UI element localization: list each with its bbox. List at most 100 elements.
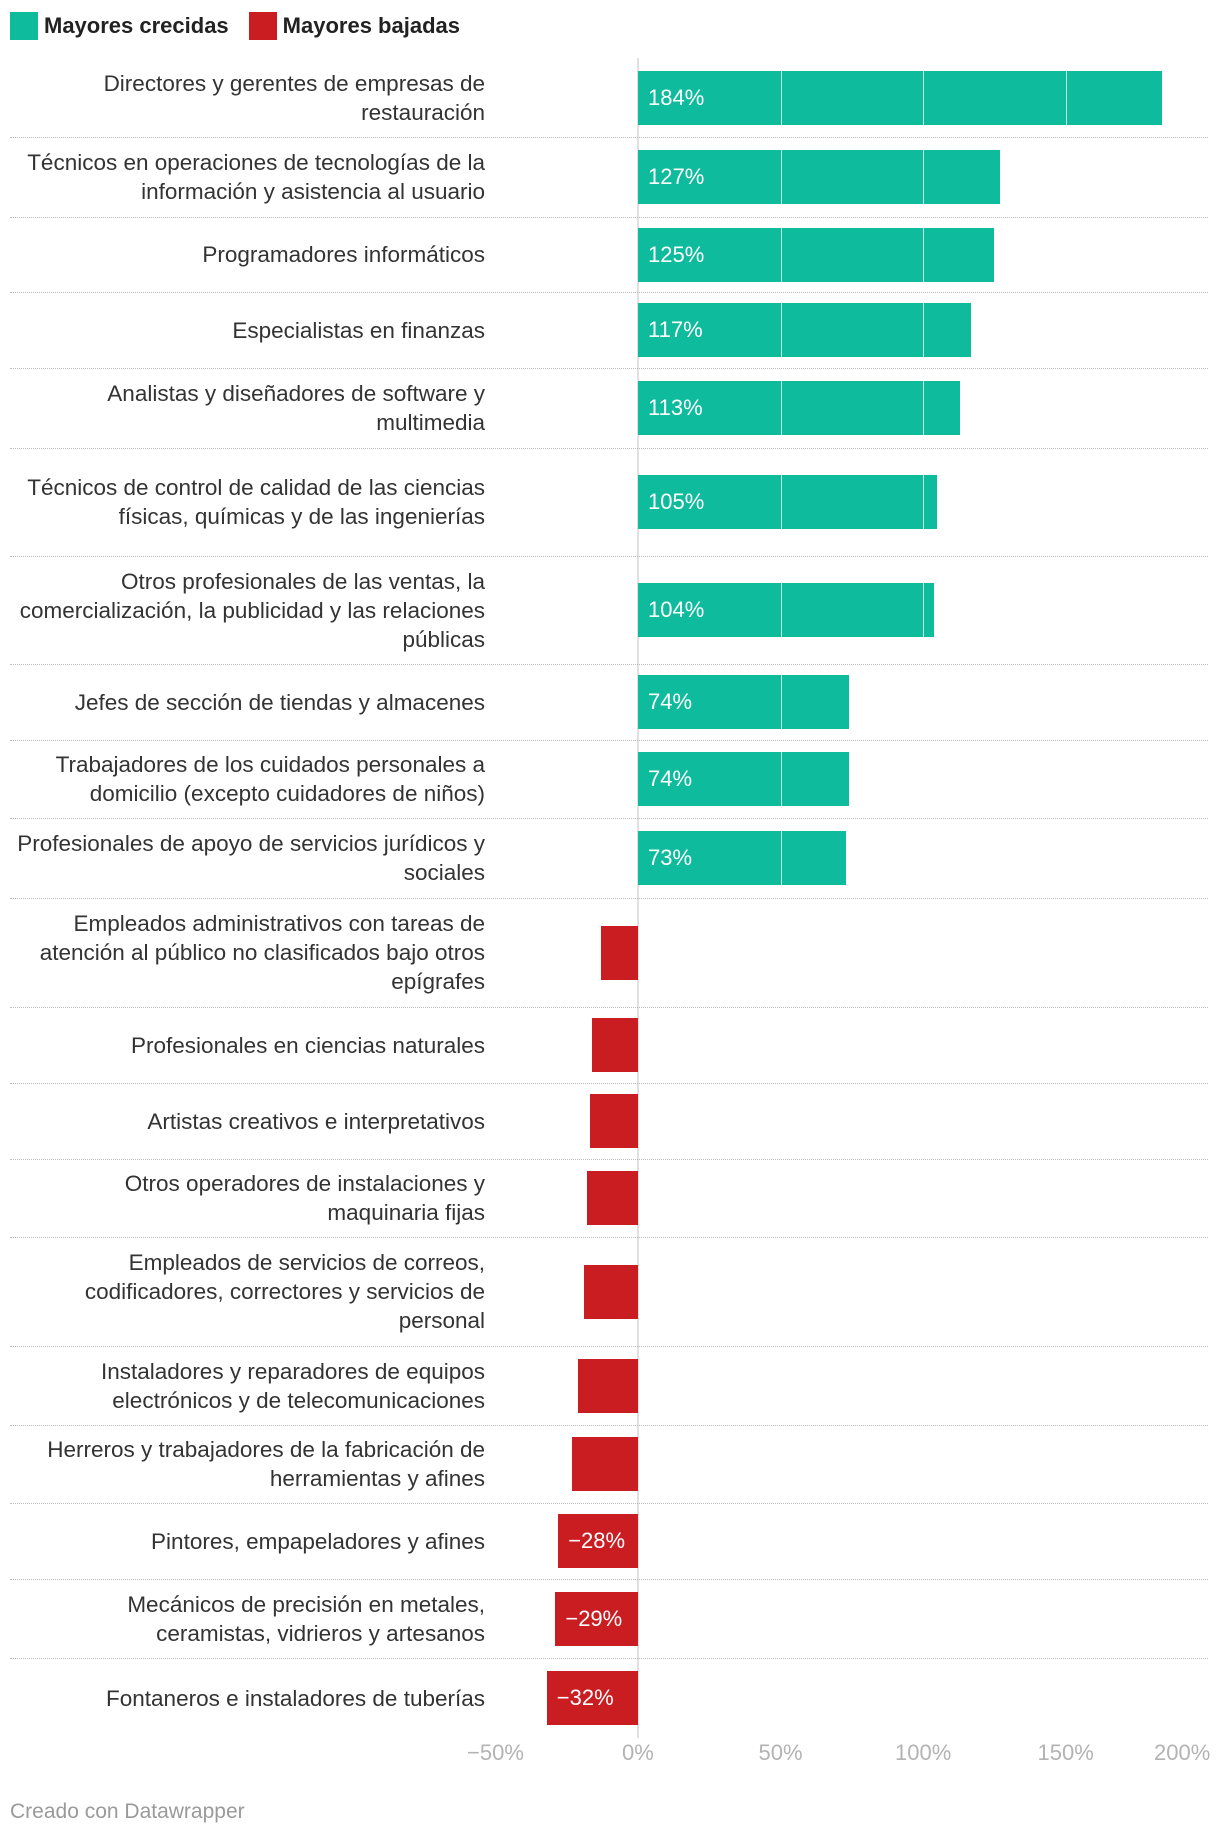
bar-value-label: 104% bbox=[648, 597, 705, 622]
row-label: Otros profesionales de las ventas, la co… bbox=[19, 568, 485, 652]
row-label: Herreros y trabajadores de la fabricació… bbox=[47, 1437, 485, 1491]
row-separator bbox=[10, 898, 1208, 899]
row-label: Analistas y diseñadores de software y mu… bbox=[107, 381, 485, 435]
row-label: Profesionales de apoyo de servicios jurí… bbox=[17, 831, 485, 885]
x-tick-label: 100% bbox=[895, 1740, 952, 1765]
row-separator bbox=[10, 1159, 1208, 1160]
bar-gridline bbox=[923, 475, 924, 529]
row-separator bbox=[10, 1083, 1208, 1084]
bar-decrease: −32% bbox=[546, 1671, 638, 1725]
bar-decrease: −29% bbox=[555, 1591, 638, 1646]
bar-decrease: −28% bbox=[558, 1514, 638, 1568]
legend-label-increase: Mayores crecidas bbox=[44, 13, 229, 38]
row-label: Mecánicos de precisión en metales, ceram… bbox=[127, 1591, 485, 1646]
bar-increase: 105% bbox=[638, 475, 938, 529]
bar-gridline bbox=[780, 303, 782, 357]
row-separator bbox=[10, 292, 1208, 293]
bar-gridline bbox=[780, 70, 782, 125]
bar-value-label: −28% bbox=[568, 1528, 626, 1553]
row-label: Técnicos de control de calidad de las ci… bbox=[27, 475, 485, 529]
bar-increase: 104% bbox=[638, 583, 935, 637]
bar-decrease bbox=[592, 1018, 638, 1072]
bar-gridline bbox=[923, 227, 924, 282]
row-label: Empleados de servicios de correos, codif… bbox=[84, 1250, 485, 1333]
row-separator bbox=[10, 1346, 1208, 1347]
x-tick-label: 0% bbox=[622, 1740, 654, 1765]
row-label: Trabajadores de los cuidados personales … bbox=[55, 752, 485, 806]
footer-credit: Creado con Datawrapper bbox=[10, 1800, 245, 1823]
bar-gridline bbox=[780, 381, 782, 435]
row-separator bbox=[10, 217, 1208, 218]
bar-value-label: 113% bbox=[648, 395, 703, 420]
bar-decrease bbox=[600, 925, 638, 980]
bar-gridline bbox=[923, 303, 924, 357]
bar-decrease bbox=[589, 1094, 638, 1148]
bar-gridline bbox=[780, 475, 782, 529]
row-label: Fontaneros e instaladores de tuberías bbox=[106, 1685, 485, 1711]
row-label: Empleados administrativos con tareas de … bbox=[39, 911, 485, 994]
row-separator bbox=[10, 1503, 1208, 1504]
bar-decrease bbox=[578, 1358, 638, 1413]
bar-increase: 117% bbox=[638, 303, 972, 357]
bar-gridline bbox=[780, 583, 782, 637]
row-separator bbox=[10, 818, 1208, 819]
row-label: Técnicos en operaciones de tecnologías d… bbox=[27, 150, 485, 204]
legend-label-decrease: Mayores bajadas bbox=[282, 13, 460, 38]
row-separator bbox=[10, 1237, 1208, 1238]
bar-gridline bbox=[923, 381, 924, 435]
row-separator bbox=[10, 1425, 1208, 1426]
row-label: Profesionales en ciencias naturales bbox=[131, 1032, 485, 1058]
bar-decrease bbox=[583, 1264, 638, 1319]
bar-increase: 73% bbox=[638, 831, 847, 885]
bar-value-label: −32% bbox=[556, 1685, 614, 1710]
bar-gridline bbox=[780, 150, 782, 204]
x-tick-label: 50% bbox=[758, 1740, 803, 1765]
bar-value-label: 117% bbox=[648, 317, 703, 342]
bar-gridline bbox=[780, 675, 782, 729]
row-label: Programadores informáticos bbox=[202, 242, 485, 267]
bar-value-label: 73% bbox=[648, 845, 693, 870]
row-separator bbox=[10, 740, 1208, 741]
row-separator bbox=[10, 448, 1208, 449]
row-label: Jefes de sección de tiendas y almacenes bbox=[74, 689, 485, 715]
bar-decrease bbox=[586, 1171, 638, 1225]
legend-swatch-increase bbox=[10, 12, 38, 40]
row-label: Especialistas en finanzas bbox=[232, 317, 485, 343]
bar-value-label: 105% bbox=[648, 489, 705, 514]
row-label: Directores y gerentes de empresas de res… bbox=[103, 70, 485, 125]
chart-legend: Mayores crecidas Mayores bajadas bbox=[10, 10, 480, 42]
x-tick-label: 150% bbox=[1037, 1740, 1094, 1765]
bar-increase: 113% bbox=[638, 381, 961, 435]
bar-gridline bbox=[923, 70, 924, 125]
row-label: Otros operadores de instalaciones y maqu… bbox=[124, 1171, 485, 1225]
row-separator bbox=[10, 664, 1208, 665]
row-separator bbox=[10, 556, 1208, 557]
x-tick-label: −50% bbox=[467, 1740, 524, 1765]
bar-value-label: 125% bbox=[648, 241, 705, 267]
bar-increase: 184% bbox=[638, 70, 1163, 125]
legend-swatch-decrease bbox=[248, 12, 277, 40]
legend-item-increase: Mayores crecidas bbox=[10, 12, 229, 40]
row-separator bbox=[10, 368, 1208, 369]
bar-increase: 127% bbox=[638, 150, 1000, 204]
bar-increase: 74% bbox=[638, 752, 849, 806]
x-tick-label: 200% bbox=[1154, 1740, 1211, 1765]
bar-increase: 74% bbox=[638, 675, 849, 729]
row-label: Instaladores y reparadores de equipos el… bbox=[101, 1358, 485, 1413]
bar-gridline bbox=[780, 227, 782, 282]
bar-value-label: −29% bbox=[565, 1605, 623, 1631]
bar-value-label: 74% bbox=[648, 766, 693, 791]
row-separator bbox=[10, 137, 1208, 138]
bar-gridline bbox=[923, 583, 924, 637]
bar-gridline bbox=[780, 752, 782, 806]
bar-value-label: 74% bbox=[648, 689, 693, 714]
legend-item-decrease: Mayores bajadas bbox=[248, 12, 460, 40]
row-label: Artistas creativos e interpretativos bbox=[147, 1108, 485, 1134]
bar-gridline bbox=[1065, 70, 1067, 125]
row-separator bbox=[10, 1658, 1208, 1659]
bar-gridline bbox=[780, 831, 782, 885]
bar-value-label: 127% bbox=[648, 164, 705, 189]
bar-gridline bbox=[923, 150, 924, 204]
row-separator bbox=[10, 1007, 1208, 1008]
